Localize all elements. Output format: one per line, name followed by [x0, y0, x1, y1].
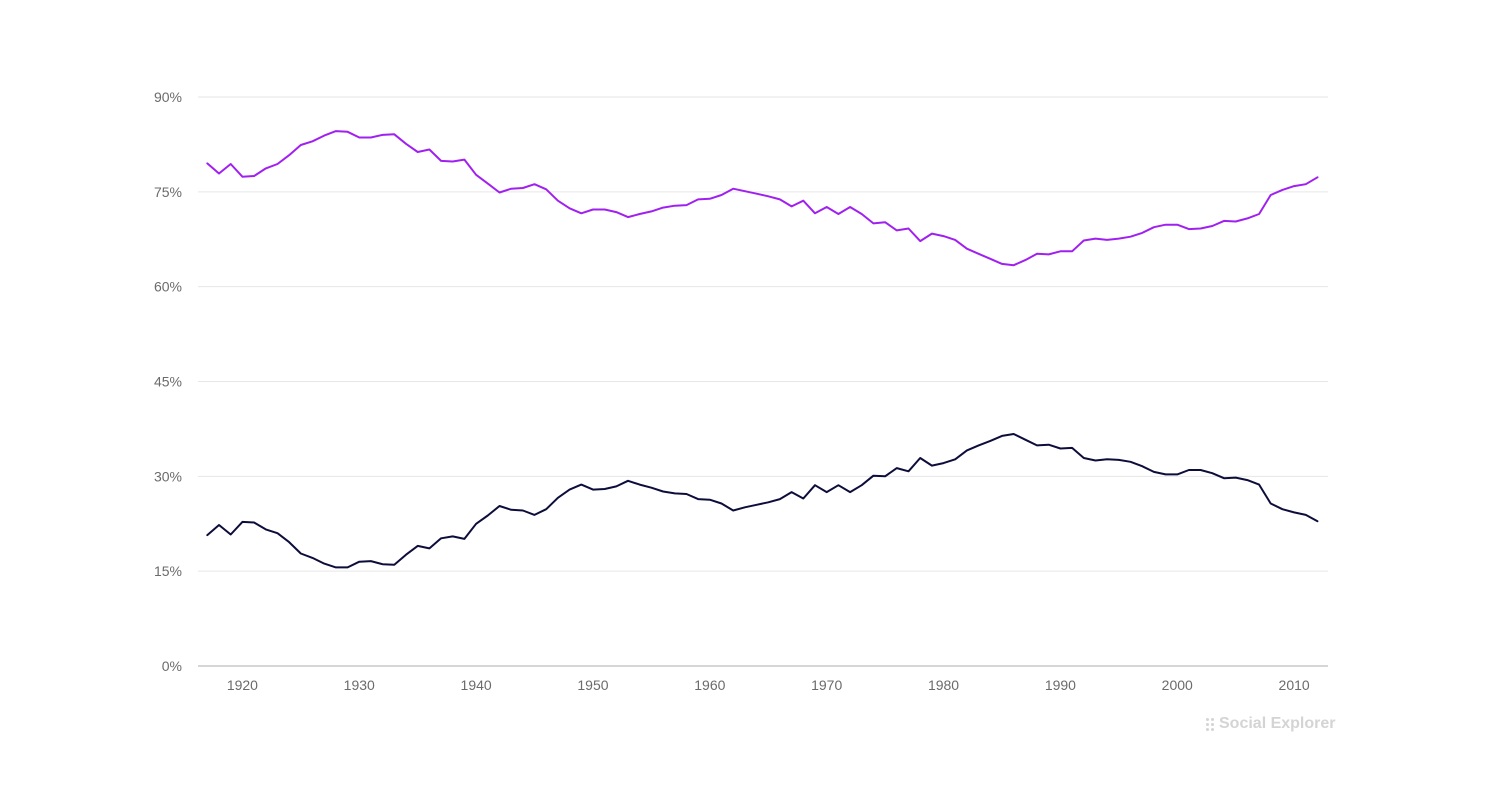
- y-tick-label: 15%: [154, 563, 182, 579]
- y-tick-label: 0%: [162, 658, 182, 674]
- y-tick-label: 30%: [154, 468, 182, 484]
- social-explorer-logo-icon: [1206, 717, 1214, 731]
- x-tick-label: 1950: [577, 677, 608, 693]
- watermark-text: Social Explorer: [1219, 715, 1336, 732]
- x-tick-label: 1930: [344, 677, 375, 693]
- x-tick-label: 1940: [461, 677, 492, 693]
- x-tick-label: 2000: [1162, 677, 1193, 693]
- x-tick-label: 1980: [928, 677, 959, 693]
- watermark: Social Explorer: [1206, 713, 1336, 735]
- series-line-1: [206, 130, 1319, 267]
- y-tick-label: 45%: [154, 374, 182, 390]
- x-tick-label: 1920: [227, 677, 258, 693]
- series-line-2: [206, 433, 1319, 569]
- x-tick-label: 1990: [1045, 677, 1076, 693]
- y-tick-label: 60%: [154, 279, 182, 295]
- x-tick-label: 1970: [811, 677, 842, 693]
- y-tick-label: 90%: [154, 89, 182, 105]
- x-tick-label: 1960: [694, 677, 725, 693]
- x-tick-label: 2010: [1279, 677, 1310, 693]
- y-tick-label: 75%: [154, 184, 182, 200]
